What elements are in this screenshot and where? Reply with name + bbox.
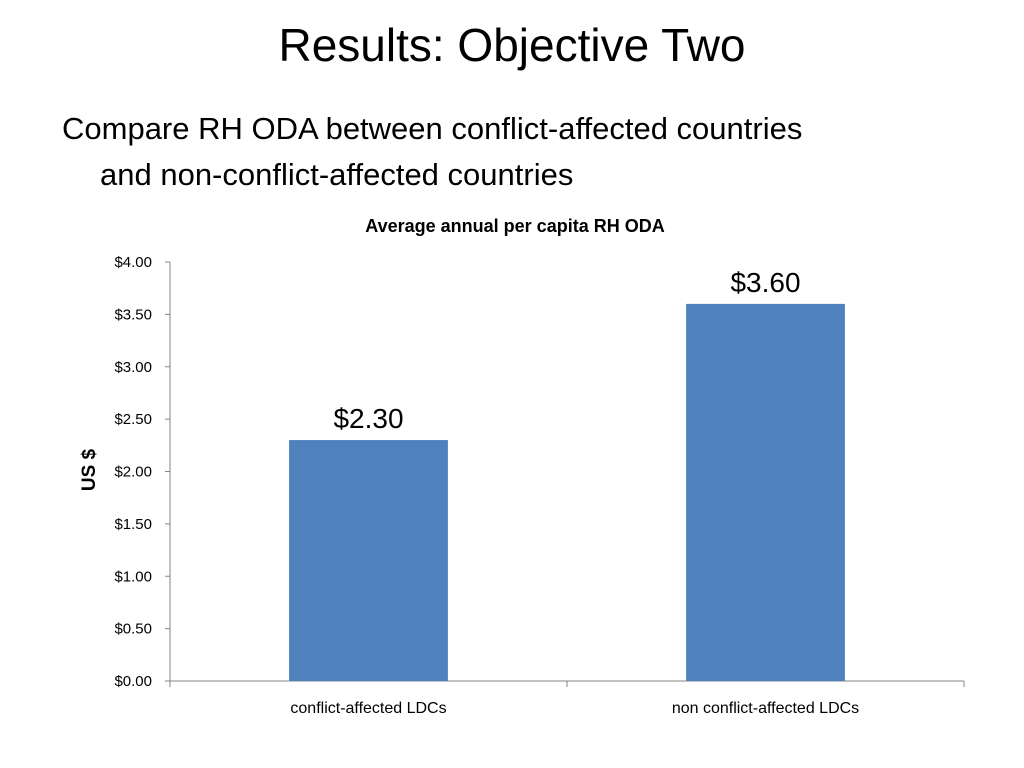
y-tick-label: $0.00 [114, 673, 152, 690]
x-category-label: non conflict-affected LDCs [672, 700, 859, 717]
y-tick-label: $0.50 [114, 621, 152, 638]
slide-title: Results: Objective Two [278, 19, 746, 71]
bar-data-label: $2.30 [333, 403, 403, 434]
y-tick-label: $3.00 [114, 359, 152, 376]
bar [289, 440, 448, 681]
bullet-text: Compare RH ODA between conflict-affected… [62, 106, 962, 198]
y-tick-label: $3.50 [114, 306, 152, 323]
bar-data-label: $3.60 [730, 267, 800, 298]
y-axis-label: US $ [79, 448, 100, 491]
bar-chart: Average annual per capita RH ODA US $ $0… [79, 216, 965, 717]
bullet-line-2: and non-conflict-affected countries [100, 157, 574, 192]
y-tick-label: $2.00 [114, 464, 152, 481]
y-tick-label: $1.50 [114, 516, 152, 533]
x-category-label: conflict-affected LDCs [290, 700, 446, 717]
y-tick-label: $1.00 [114, 568, 152, 585]
chart-plot-area: $0.00 $0.50 $1.00 $1.50 $2.00 $2.50 $3.00 $3.50… [114, 254, 965, 717]
y-tick-label: $2.50 [114, 411, 152, 428]
y-tick-label: $4.00 [114, 254, 152, 271]
bar [686, 303, 845, 681]
chart-title: Average annual per capita RH ODA [365, 216, 664, 236]
bullet-line-1: Compare RH ODA between conflict-affected… [62, 111, 803, 146]
